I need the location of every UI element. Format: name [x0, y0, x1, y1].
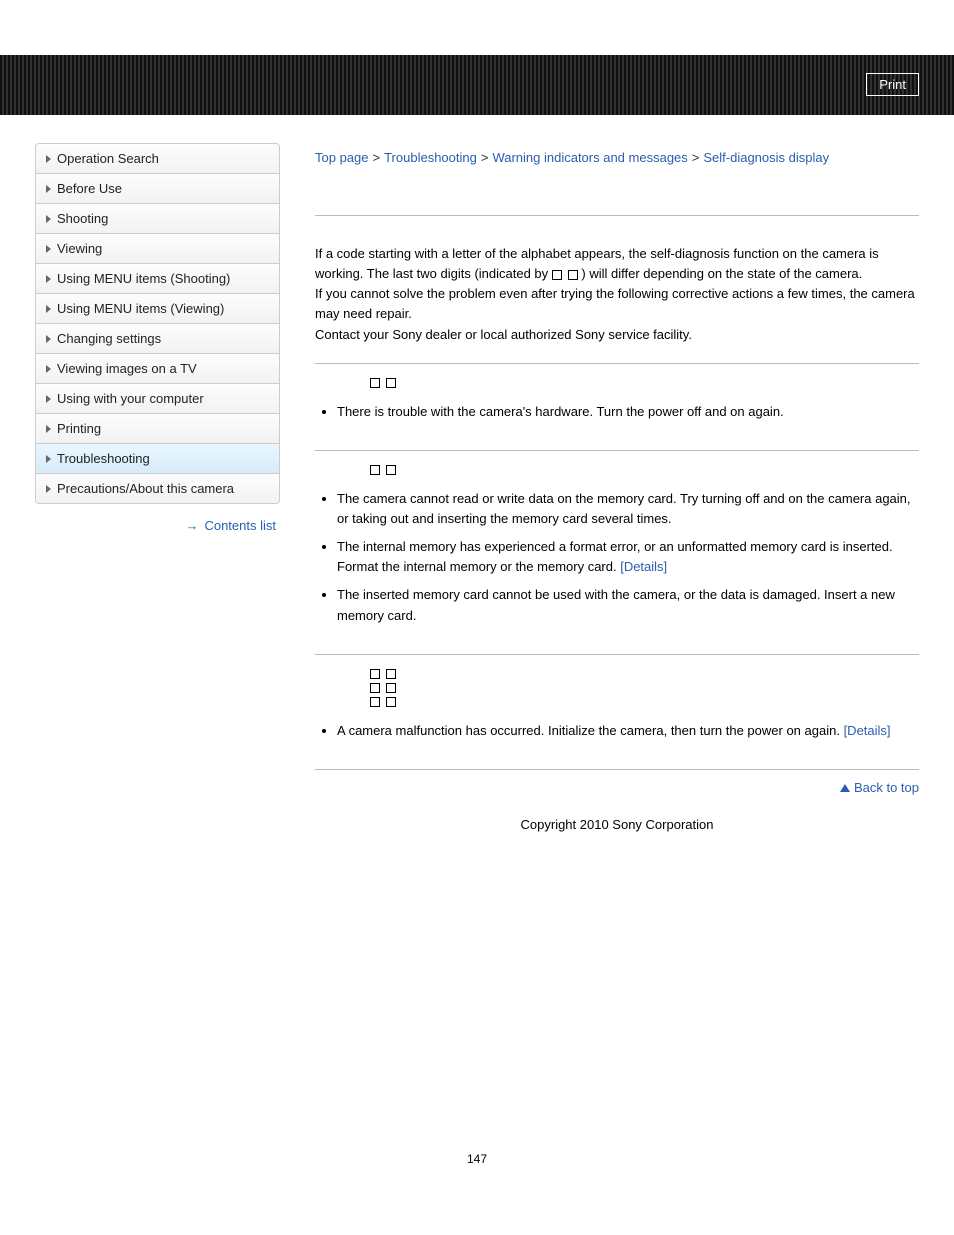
bullet-list: There is trouble with the camera's hardw… [337, 392, 919, 430]
intro-text-1b: ) will differ depending on the state of … [581, 266, 862, 281]
sidebar-item-label: Printing [57, 421, 101, 436]
arrow-right-icon: → [185, 518, 198, 533]
code-line [370, 683, 919, 693]
caret-icon [46, 155, 51, 163]
breadcrumb-part-1[interactable]: Troubleshooting [384, 150, 477, 165]
caret-icon [46, 215, 51, 223]
sidebar-item-9[interactable]: Printing [36, 414, 279, 444]
placeholder-boxes-icon [370, 697, 396, 707]
placeholder-boxes-icon [370, 378, 396, 388]
code-section-1: The camera cannot read or write data on … [315, 450, 919, 654]
bullet-text: The internal memory has experienced a fo… [337, 539, 893, 574]
caret-icon [46, 365, 51, 373]
breadcrumb: Top page>Troubleshooting>Warning indicat… [315, 150, 919, 165]
sidebar-item-label: Viewing [57, 241, 102, 256]
bullet-item: A camera malfunction has occurred. Initi… [337, 721, 919, 749]
header-stripes: Print [0, 55, 954, 115]
sidebar-item-label: Shooting [57, 211, 108, 226]
sidebar-item-label: Using MENU items (Shooting) [57, 271, 230, 286]
sidebar-item-0[interactable]: Operation Search [36, 144, 279, 174]
sidebar-item-7[interactable]: Viewing images on a TV [36, 354, 279, 384]
caret-icon [46, 395, 51, 403]
sidebar-item-label: Troubleshooting [57, 451, 150, 466]
sidebar-item-8[interactable]: Using with your computer [36, 384, 279, 414]
code-line [370, 697, 919, 707]
sidebar-item-3[interactable]: Viewing [36, 234, 279, 264]
sidebar-item-6[interactable]: Changing settings [36, 324, 279, 354]
sidebar: Operation Search Before Use Shooting Viewin… [35, 115, 280, 872]
bullet-item: The inserted memory card cannot be used … [337, 585, 919, 633]
bullet-list: The camera cannot read or write data on … [337, 479, 919, 634]
breadcrumb-sep: > [692, 150, 700, 165]
breadcrumb-part-0[interactable]: Top page [315, 150, 369, 165]
back-to-top-row: Back to top [315, 770, 919, 806]
sidebar-item-label: Changing settings [57, 331, 161, 346]
placeholder-boxes-icon [552, 270, 578, 280]
bullet-item: The camera cannot read or write data on … [337, 489, 919, 537]
intro-text-2: If you cannot solve the problem even aft… [315, 286, 915, 321]
details-link[interactable]: [Details] [620, 559, 667, 574]
placeholder-boxes-icon [370, 683, 396, 693]
details-link[interactable]: [Details] [844, 723, 891, 738]
placeholder-boxes-icon [370, 669, 396, 679]
triangle-up-icon [840, 784, 850, 792]
bullet-text: A camera malfunction has occurred. Initi… [337, 723, 844, 738]
caret-icon [46, 455, 51, 463]
caret-icon [46, 245, 51, 253]
caret-icon [46, 335, 51, 343]
sidebar-item-10[interactable]: Troubleshooting [36, 444, 279, 474]
caret-icon [46, 485, 51, 493]
caret-icon [46, 425, 51, 433]
code-line [370, 378, 919, 388]
sidebar-item-label: Viewing images on a TV [57, 361, 197, 376]
back-to-top-label: Back to top [854, 780, 919, 795]
code-section-2: A camera malfunction has occurred. Initi… [315, 654, 919, 769]
breadcrumb-sep: > [481, 150, 489, 165]
bullet-item: The internal memory has experienced a fo… [337, 537, 919, 585]
caret-icon [46, 275, 51, 283]
sidebar-item-4[interactable]: Using MENU items (Shooting) [36, 264, 279, 294]
caret-icon [46, 305, 51, 313]
sidebar-item-label: Using MENU items (Viewing) [57, 301, 224, 316]
sidebar-nav: Operation Search Before Use Shooting Viewin… [35, 143, 280, 504]
placeholder-boxes-icon [370, 465, 396, 475]
sidebar-item-label: Using with your computer [57, 391, 204, 406]
sidebar-item-label: Operation Search [57, 151, 159, 166]
bullet-text: The inserted memory card cannot be used … [337, 587, 895, 622]
contents-list-row: → Contents list [35, 504, 280, 533]
bullet-text: The camera cannot read or write data on … [337, 491, 911, 526]
bullet-list: A camera malfunction has occurred. Initi… [337, 711, 919, 749]
page-number: 147 [0, 872, 954, 1186]
sidebar-item-11[interactable]: Precautions/About this camera [36, 474, 279, 503]
copyright-text: Copyright 2010 Sony Corporation [315, 805, 919, 872]
bullet-item: There is trouble with the camera's hardw… [337, 402, 919, 430]
sidebar-item-1[interactable]: Before Use [36, 174, 279, 204]
code-section-0: There is trouble with the camera's hardw… [315, 363, 919, 450]
print-button[interactable]: Print [866, 73, 919, 96]
breadcrumb-part-3[interactable]: Self-diagnosis display [703, 150, 829, 165]
breadcrumb-part-2[interactable]: Warning indicators and messages [492, 150, 687, 165]
sidebar-item-5[interactable]: Using MENU items (Viewing) [36, 294, 279, 324]
intro-paragraph: If a code starting with a letter of the … [315, 216, 919, 363]
main-content: Top page>Troubleshooting>Warning indicat… [315, 115, 919, 872]
bullet-text: There is trouble with the camera's hardw… [337, 404, 784, 419]
code-line [370, 465, 919, 475]
breadcrumb-sep: > [373, 150, 381, 165]
caret-icon [46, 185, 51, 193]
sidebar-item-2[interactable]: Shooting [36, 204, 279, 234]
back-to-top-link[interactable]: Back to top [840, 780, 919, 795]
contents-list-link[interactable]: Contents list [204, 518, 276, 533]
code-line [370, 669, 919, 679]
sidebar-item-label: Before Use [57, 181, 122, 196]
sidebar-item-label: Precautions/About this camera [57, 481, 234, 496]
intro-text-3: Contact your Sony dealer or local author… [315, 327, 692, 342]
